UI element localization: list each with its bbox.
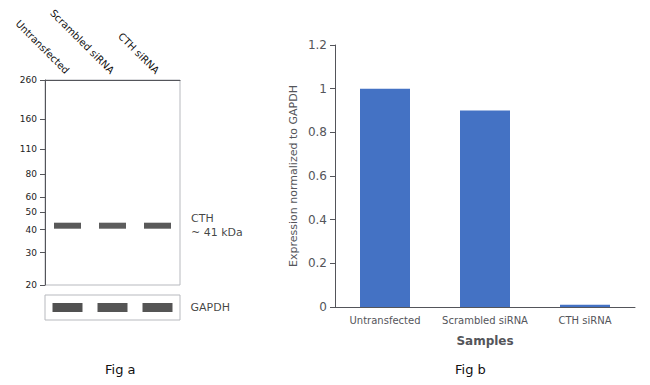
svg-text:160: 160 [20, 114, 37, 124]
svg-text:Untransfected: Untransfected [350, 315, 421, 326]
svg-text:1: 1 [319, 82, 327, 96]
svg-text:Scrambled siRNA: Scrambled siRNA [48, 7, 117, 76]
svg-text:~ 41 kDa: ~ 41 kDa [191, 226, 243, 239]
svg-text:Fig a: Fig a [105, 362, 136, 377]
svg-text:Expression normalized to GAPDH: Expression normalized to GAPDH [287, 85, 300, 267]
svg-text:0.6: 0.6 [308, 169, 327, 183]
svg-text:20: 20 [26, 280, 38, 290]
svg-text:0.8: 0.8 [308, 125, 327, 139]
svg-text:0: 0 [319, 300, 327, 314]
svg-text:50: 50 [26, 207, 38, 217]
svg-text:40: 40 [26, 225, 38, 235]
svg-text:Fig b: Fig b [455, 362, 486, 377]
svg-text:80: 80 [26, 169, 38, 179]
svg-text:CTH siRNA: CTH siRNA [116, 31, 161, 76]
svg-text:CTH siRNA: CTH siRNA [558, 315, 611, 326]
svg-text:260: 260 [20, 75, 37, 85]
svg-text:110: 110 [20, 144, 37, 154]
svg-text:CTH: CTH [191, 212, 214, 225]
svg-text:Samples: Samples [456, 334, 513, 348]
svg-text:0.4: 0.4 [308, 213, 327, 227]
svg-text:1.2: 1.2 [308, 38, 327, 52]
svg-text:0.2: 0.2 [308, 256, 327, 270]
svg-text:Untransfected: Untransfected [13, 18, 72, 76]
svg-text:GAPDH: GAPDH [191, 301, 230, 314]
svg-text:Scrambled siRNA: Scrambled siRNA [442, 315, 528, 326]
svg-text:30: 30 [26, 248, 38, 258]
svg-text:60: 60 [26, 192, 38, 202]
